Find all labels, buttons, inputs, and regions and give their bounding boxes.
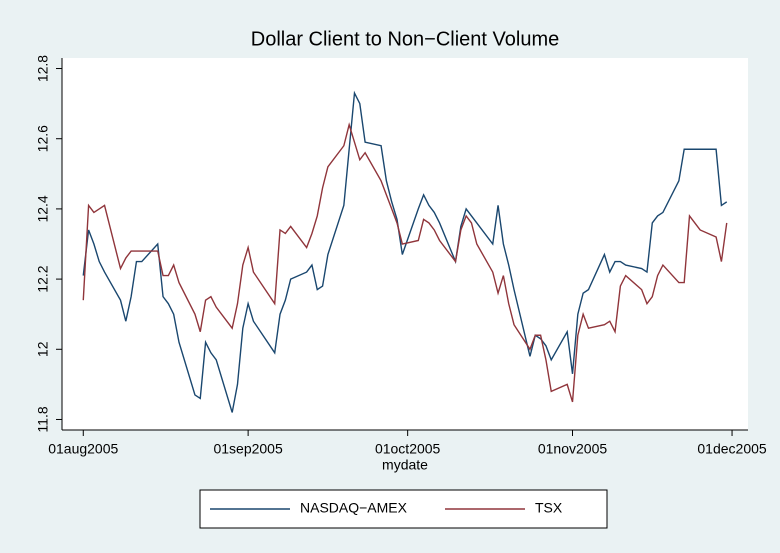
x-tick-label: 01nov2005	[538, 441, 608, 457]
x-tick-label: 01aug2005	[48, 441, 118, 457]
y-tick-label: 12	[35, 341, 51, 357]
legend-label: NASDAQ−AMEX	[300, 500, 408, 516]
y-tick-label: 12.8	[35, 55, 51, 82]
y-tick-label: 12.2	[35, 265, 51, 292]
x-tick-label: 01dec2005	[697, 441, 767, 457]
y-tick-label: 11.8	[35, 406, 51, 432]
series-line	[82, 90, 728, 413]
legend-label: TSX	[535, 500, 563, 516]
x-axis-title: mydate	[382, 457, 428, 473]
chart-title: Dollar Client to Non−Client Volume	[251, 28, 560, 50]
x-tick-label: 01oct2005	[375, 441, 441, 457]
x-tick-label: 01sep2005	[213, 441, 283, 457]
y-tick-label: 12.4	[35, 195, 51, 222]
series-line	[82, 122, 728, 403]
y-tick-label: 12.6	[35, 125, 51, 152]
